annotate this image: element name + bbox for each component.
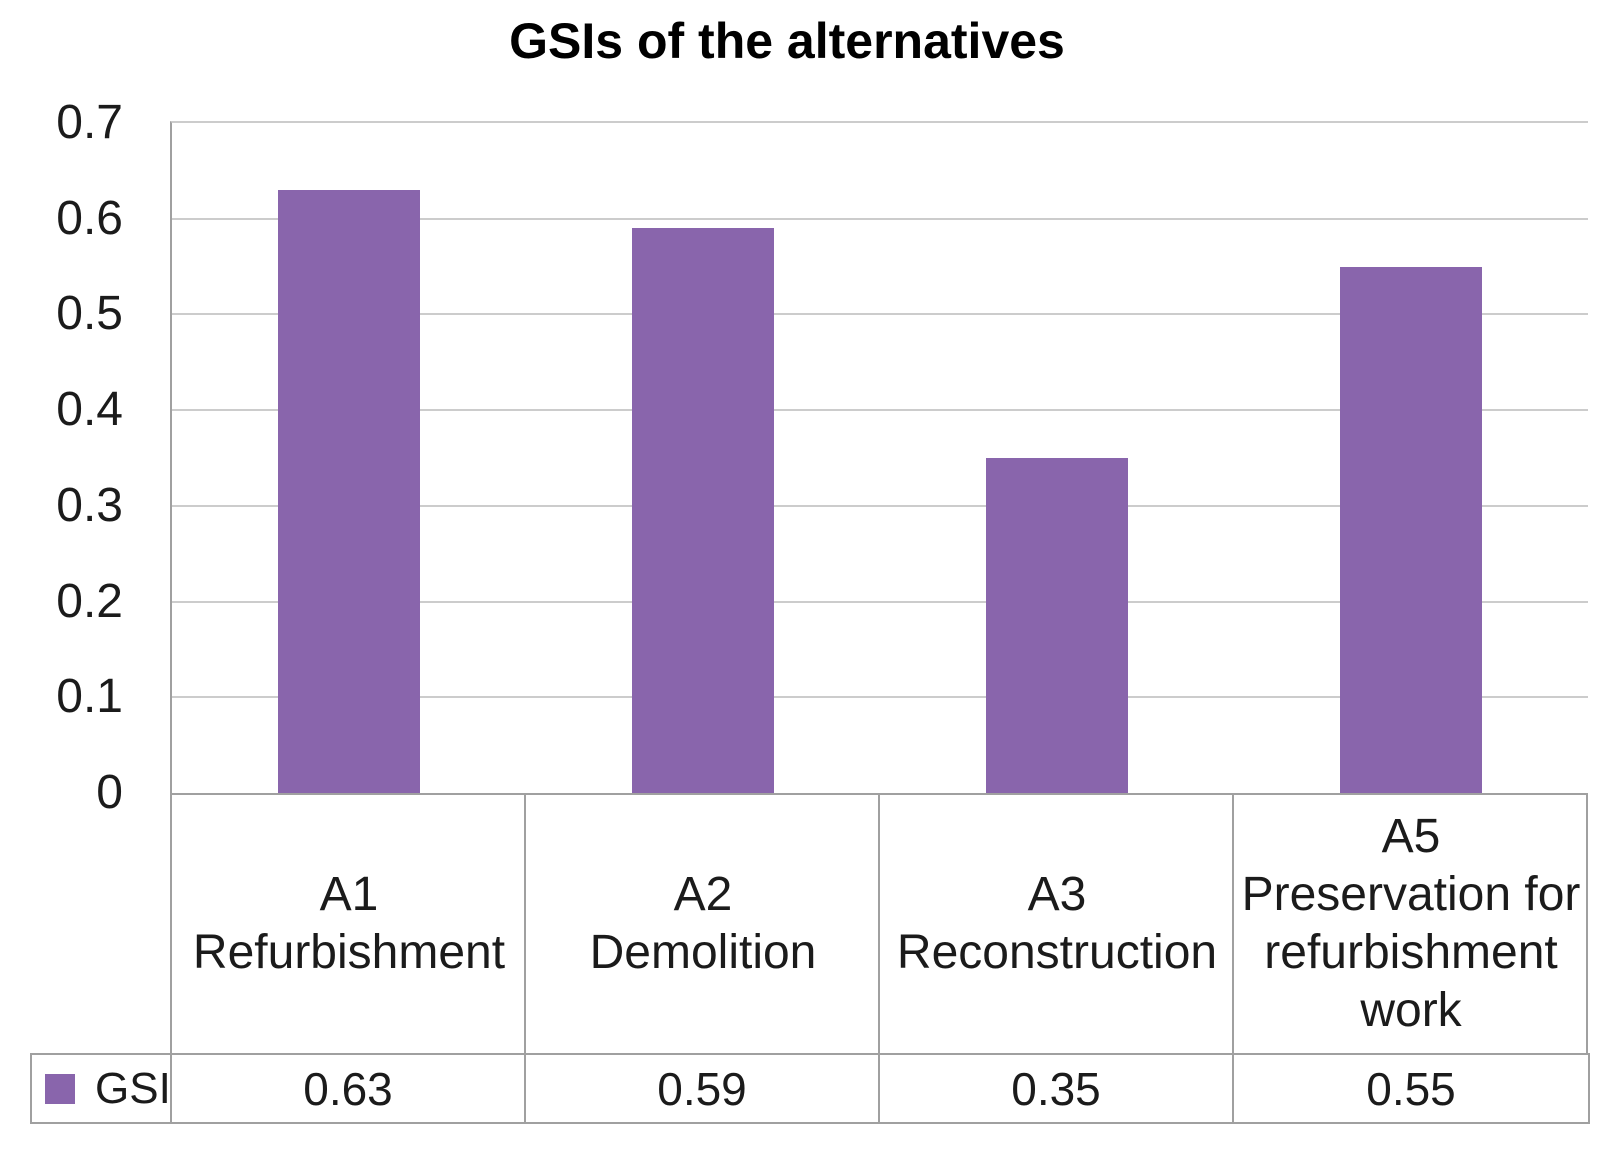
bar-a5 — [1340, 266, 1482, 793]
category-label-line: Reconstruction — [896, 926, 1218, 979]
bar-a2 — [632, 228, 774, 793]
y-axis-tick-label: 0.7 — [56, 96, 123, 149]
category-label-line: A5 — [1381, 810, 1441, 863]
category-label-line: refurbishment — [1264, 926, 1558, 979]
category-cell-border — [878, 795, 880, 1053]
y-axis-tick-label: 0 — [96, 766, 123, 819]
gsi-value-a3: 0.35 — [880, 1055, 1234, 1122]
gridline — [172, 696, 1588, 699]
category-label-line: Demolition — [589, 926, 817, 979]
category-cell-border — [524, 795, 526, 1053]
bar-a3 — [986, 458, 1128, 793]
category-label-line: Preservation for — [1241, 868, 1581, 921]
category-cell-border — [1232, 795, 1234, 1053]
category-label-line: A3 — [1027, 868, 1087, 921]
gsi-value-a5: 0.55 — [1366, 1062, 1456, 1115]
y-axis-tick-label: 0.6 — [56, 191, 123, 245]
gridline — [172, 409, 1588, 412]
gridline — [172, 600, 1588, 603]
y-axis-tick-label: 0.1 — [56, 670, 123, 724]
data-table-row: GSI 0.63 0.59 0.35 0.55 — [30, 1053, 1590, 1124]
y-axis-tick-label: 0.4 — [56, 383, 123, 437]
category-label-a1: A1 Refurbishment — [172, 795, 526, 1053]
gridline — [172, 504, 1588, 507]
category-label-line: A1 — [319, 868, 379, 921]
y-axis-tick-label: 0.2 — [56, 574, 123, 628]
category-cell-border — [1586, 795, 1588, 1053]
category-label-a2: A2 Demolition — [526, 795, 880, 1053]
y-axis-tick-label: 0.3 — [56, 478, 123, 532]
gsi-value-a2: 0.59 — [526, 1055, 880, 1122]
bar-a1 — [278, 190, 420, 793]
category-label-line: work — [1360, 984, 1462, 1037]
category-label-line: Refurbishment — [192, 926, 506, 979]
category-label-a3: A3 Reconstruction — [880, 795, 1234, 1053]
plot-area — [170, 121, 1588, 795]
gsi-value-a1: 0.63 — [172, 1055, 526, 1122]
gridline — [172, 217, 1588, 220]
chart-title: GSIs of the alternatives — [509, 13, 1065, 69]
category-cell-border — [170, 795, 172, 1053]
y-axis-tick-label: 0.5 — [56, 287, 123, 341]
legend-label: GSI — [95, 1063, 171, 1113]
legend-cell: GSI — [32, 1055, 172, 1122]
category-label-a5: A5 Preservation for refurbishment work — [1234, 795, 1588, 1053]
gsi-series-swatch-icon — [45, 1073, 75, 1104]
category-label-line: A2 — [673, 868, 733, 921]
gridline — [172, 313, 1588, 316]
